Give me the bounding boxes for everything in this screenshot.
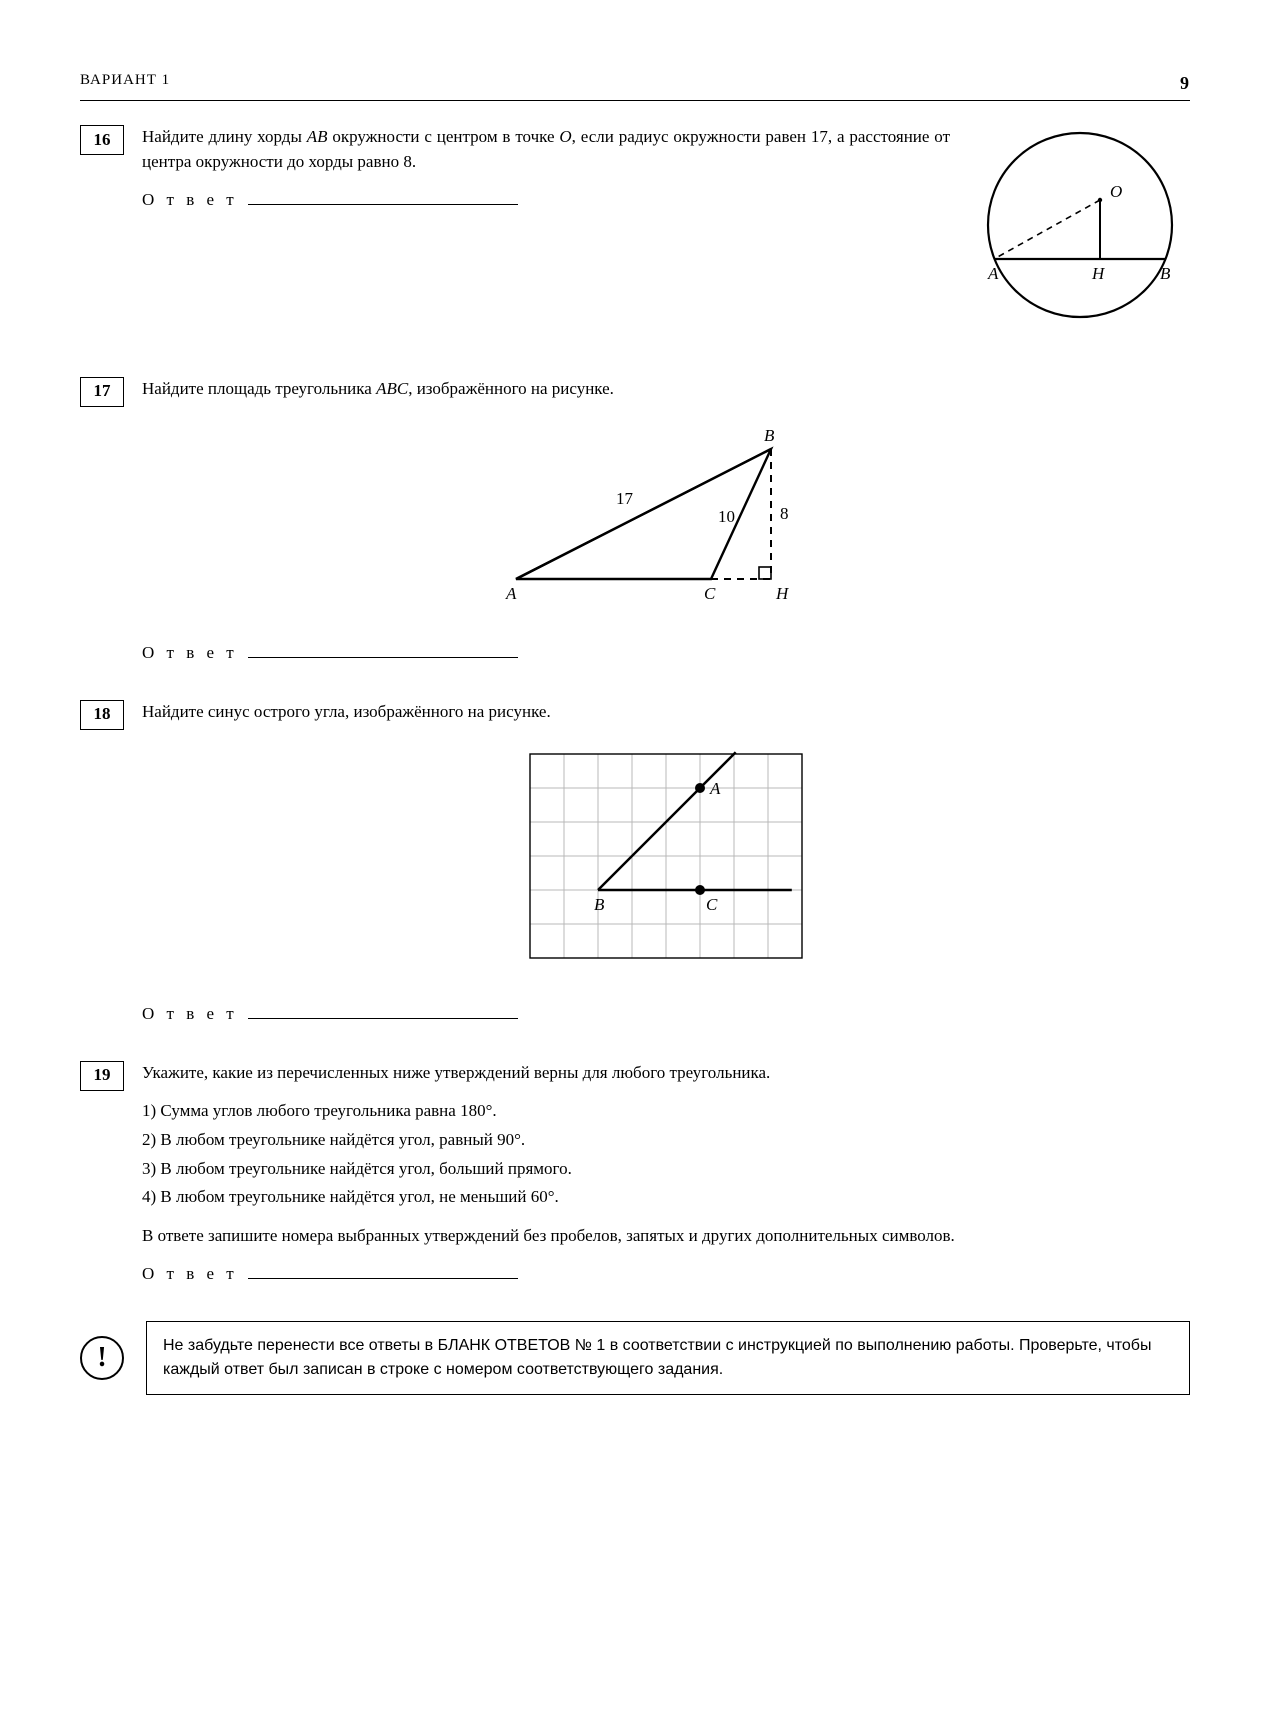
reminder: ! Не забудьте перенести все ответы в БЛА… xyxy=(80,1321,1190,1395)
svg-text:10: 10 xyxy=(718,507,735,526)
problem-number: 16 xyxy=(80,125,124,155)
svg-text:C: C xyxy=(704,584,716,603)
problem-text: Найдите площадь треугольника ABC, изобра… xyxy=(142,377,1190,402)
svg-text:A: A xyxy=(987,264,999,283)
answer-field[interactable]: О т в е т xyxy=(142,1262,1190,1287)
svg-text:B: B xyxy=(1160,264,1171,283)
reminder-text: Не забудьте перенести все ответы в БЛАНК… xyxy=(146,1321,1190,1395)
statement: 3) В любом треугольнике найдётся угол, б… xyxy=(142,1157,1190,1182)
exclamation-icon: ! xyxy=(80,1336,124,1380)
problem-text: Найдите синус острого угла, изображённог… xyxy=(142,700,1190,725)
statement: 4) В любом треугольнике найдётся угол, н… xyxy=(142,1185,1190,1210)
problem-number: 19 xyxy=(80,1061,124,1091)
problem-text: Укажите, какие из перечисленных ниже утв… xyxy=(142,1061,1190,1086)
problem-16: 16 O A H B Найдите длину хорды AB окружн… xyxy=(80,125,1190,343)
answer-label: О т в е т xyxy=(142,643,238,662)
page-number: 9 xyxy=(1180,70,1190,96)
svg-text:8: 8 xyxy=(780,504,789,523)
svg-text:H: H xyxy=(775,584,790,603)
answer-label: О т в е т xyxy=(142,1264,238,1283)
variant-label: ВАРИАНТ 1 xyxy=(80,70,170,96)
svg-text:B: B xyxy=(594,895,605,914)
svg-text:17: 17 xyxy=(616,489,634,508)
figure-grid-angle: A B C xyxy=(142,742,1190,978)
page-header: ВАРИАНТ 1 9 xyxy=(80,70,1190,101)
svg-text:H: H xyxy=(1091,264,1106,283)
statement: 1) Сумма углов любого треугольника равна… xyxy=(142,1099,1190,1124)
problem-17: 17 Найдите площадь треугольника ABC, изо… xyxy=(80,377,1190,666)
statement: 2) В любом треугольнике найдётся угол, р… xyxy=(142,1128,1190,1153)
problem-18: 18 Найдите синус острого угла, изображён… xyxy=(80,700,1190,1027)
svg-text:O: O xyxy=(1110,182,1122,201)
answer-field[interactable]: О т в е т xyxy=(142,1002,1190,1027)
figure-triangle: B A C H 17 10 8 xyxy=(142,419,1190,617)
svg-text:A: A xyxy=(709,779,721,798)
statement-list: 1) Сумма углов любого треугольника равна… xyxy=(142,1099,1190,1210)
problem-number: 18 xyxy=(80,700,124,730)
svg-text:B: B xyxy=(764,426,775,445)
answer-label: О т в е т xyxy=(142,190,238,209)
answer-field[interactable]: О т в е т xyxy=(142,641,1190,666)
figure-circle-chord: O A H B xyxy=(970,125,1190,343)
svg-text:A: A xyxy=(505,584,517,603)
problem-number: 17 xyxy=(80,377,124,407)
answer-label: О т в е т xyxy=(142,1004,238,1023)
svg-text:C: C xyxy=(706,895,718,914)
problem-19: 19 Укажите, какие из перечисленных ниже … xyxy=(80,1061,1190,1287)
problem-tail: В ответе запишите номера выбранных утвер… xyxy=(142,1224,1190,1249)
